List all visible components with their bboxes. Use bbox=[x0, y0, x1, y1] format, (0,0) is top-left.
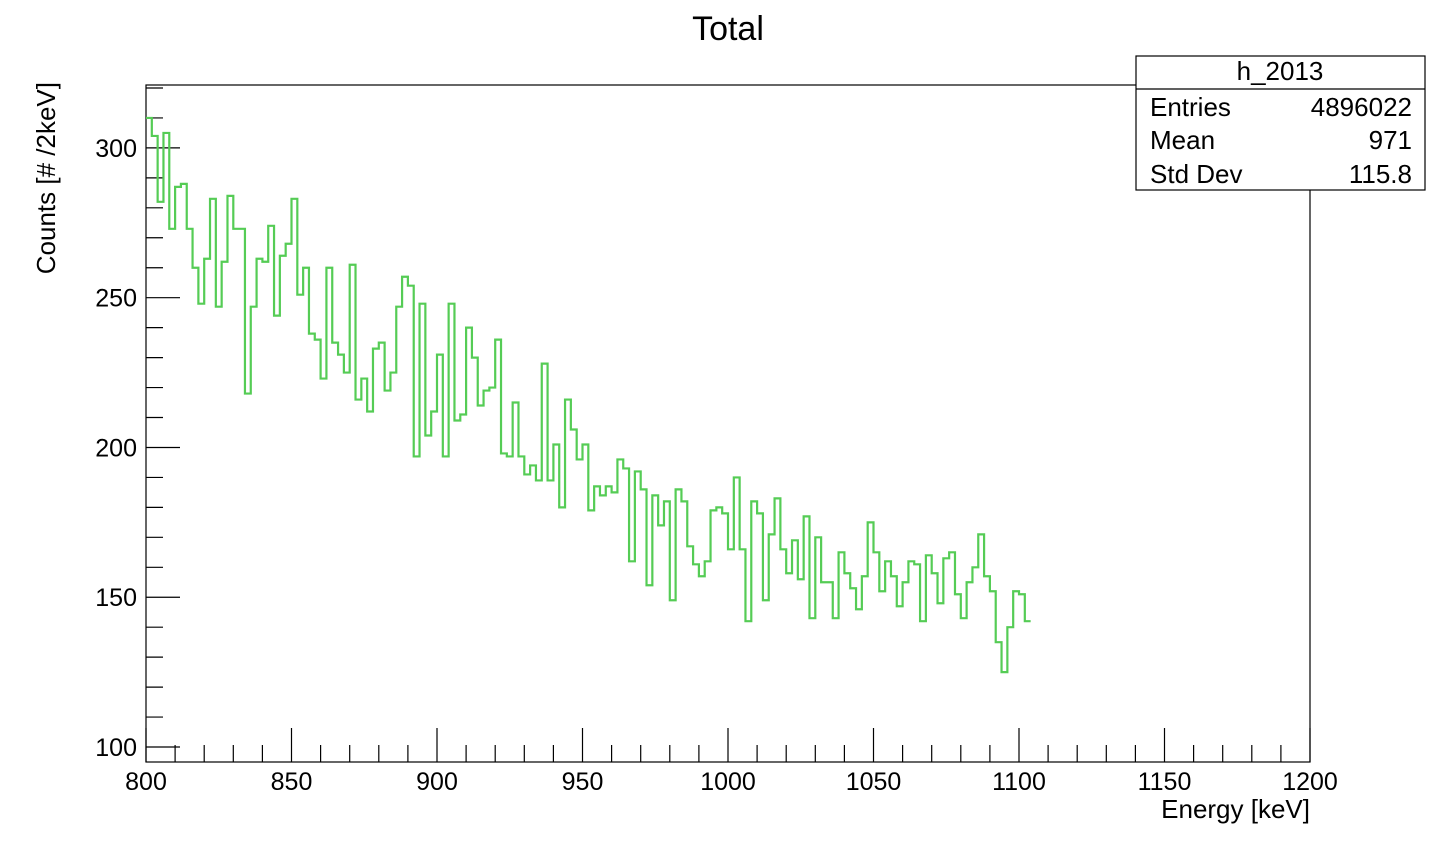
y-tick-label: 250 bbox=[95, 285, 137, 313]
histogram-line bbox=[146, 116, 1031, 674]
x-tick-label: 950 bbox=[562, 768, 604, 796]
stats-box: h_2013 Entries 4896022 Mean 971 Std Dev … bbox=[1135, 55, 1426, 191]
x-tick-label: 900 bbox=[416, 768, 458, 796]
y-tick-label: 150 bbox=[95, 584, 137, 612]
x-axis-label: Energy [keV] bbox=[1161, 794, 1310, 824]
y-axis-label: Counts [# /2keV] bbox=[31, 82, 61, 274]
stats-entries-value: 4896022 bbox=[1311, 92, 1412, 122]
stats-mean-label: Mean bbox=[1150, 125, 1215, 155]
y-tick-label: 200 bbox=[95, 434, 137, 462]
x-axis: 800 850 900 950 1000 1050 1100 1150 1200 bbox=[125, 728, 1338, 796]
x-tick-label: 1100 bbox=[992, 768, 1046, 796]
x-tick-label: 800 bbox=[125, 768, 167, 796]
stats-box-title: h_2013 bbox=[1237, 56, 1324, 86]
y-tick-label: 100 bbox=[95, 734, 137, 762]
stats-stddev-value: 115.8 bbox=[1349, 159, 1412, 189]
x-tick-label: 1150 bbox=[1138, 768, 1192, 796]
x-tick-label: 850 bbox=[271, 768, 313, 796]
stats-box-frame bbox=[1135, 55, 1426, 191]
y-axis: 100 150 200 250 300 bbox=[95, 87, 180, 762]
stats-entries-label: Entries bbox=[1150, 92, 1231, 122]
x-tick-label: 1200 bbox=[1282, 768, 1338, 796]
y-tick-label: 300 bbox=[95, 135, 137, 163]
stats-mean-value: 971 bbox=[1369, 125, 1412, 155]
chart-title: Total bbox=[692, 10, 764, 48]
stats-stddev-label: Std Dev bbox=[1150, 159, 1243, 189]
x-tick-label: 1000 bbox=[700, 768, 756, 796]
x-tick-label: 1050 bbox=[846, 768, 902, 796]
